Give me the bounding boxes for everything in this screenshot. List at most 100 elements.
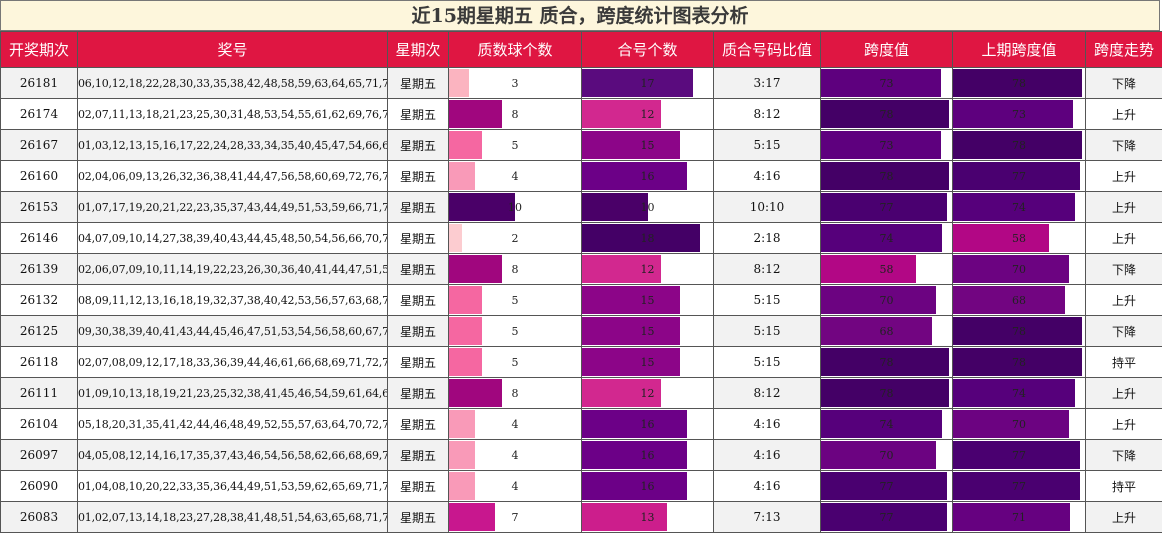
header-prev-span: 上期跨度值	[953, 32, 1086, 68]
prime-count-cell-bar	[449, 441, 475, 469]
span-cell-value: 70	[880, 449, 894, 462]
prev-span-cell-value: 78	[1012, 77, 1026, 90]
prev-span-cell: 74	[953, 192, 1086, 223]
prime-count-cell: 10	[449, 192, 582, 223]
prime-count-cell-bar	[449, 162, 475, 190]
prime-count-cell-bar	[449, 503, 495, 531]
trend-cell: 下降	[1086, 440, 1162, 471]
trend-cell: 上升	[1086, 161, 1162, 192]
header-row: 开奖期次 奖号 星期次 质数球个数 合号个数 质合号码比值 跨度值 上期跨度值 …	[1, 32, 1162, 68]
span-cell: 73	[821, 68, 953, 99]
prime-count-cell-value: 5	[512, 139, 519, 152]
composite-count-cell-bar	[582, 131, 680, 159]
prev-span-cell: 77	[953, 440, 1086, 471]
trend-cell: 下降	[1086, 68, 1162, 99]
trend-cell: 持平	[1086, 347, 1162, 378]
ratio-cell: 8:12	[714, 99, 821, 130]
span-cell-value: 74	[880, 232, 894, 245]
span-cell-value: 73	[880, 77, 894, 90]
prev-span-cell: 74	[953, 378, 1086, 409]
composite-count-cell-value: 13	[641, 511, 655, 524]
issue-cell: 26160	[1, 161, 78, 192]
trend-cell: 下降	[1086, 254, 1162, 285]
prev-span-cell-value: 74	[1012, 201, 1026, 214]
issue-cell: 26153	[1, 192, 78, 223]
trend-cell: 持平	[1086, 471, 1162, 502]
span-cell-value: 78	[880, 170, 894, 183]
numbers-cell: 01,04,08,10,20,22,33,35,36,44,49,51,53,5…	[78, 471, 388, 502]
prime-count-cell-bar	[449, 472, 475, 500]
prev-span-cell-value: 74	[1012, 387, 1026, 400]
composite-count-cell-value: 15	[641, 294, 655, 307]
span-cell-value: 73	[880, 139, 894, 152]
prime-count-cell-value: 4	[512, 170, 519, 183]
span-cell: 77	[821, 502, 953, 533]
span-cell: 78	[821, 99, 953, 130]
prime-count-cell-value: 4	[512, 480, 519, 493]
prev-span-cell-value: 78	[1012, 139, 1026, 152]
header-weekday: 星期次	[388, 32, 449, 68]
prime-count-cell-bar	[449, 348, 482, 376]
weekday-cell: 星期五	[388, 378, 449, 409]
prev-span-cell: 73	[953, 99, 1086, 130]
weekday-cell: 星期五	[388, 316, 449, 347]
numbers-cell: 01,02,07,13,14,18,23,27,28,38,41,48,51,5…	[78, 502, 388, 533]
prime-count-cell: 5	[449, 347, 582, 378]
weekday-cell: 星期五	[388, 440, 449, 471]
prev-span-cell: 77	[953, 471, 1086, 502]
composite-count-cell: 16	[582, 409, 714, 440]
composite-count-cell-value: 15	[641, 325, 655, 338]
composite-count-cell: 15	[582, 130, 714, 161]
trend-cell: 上升	[1086, 192, 1162, 223]
prime-count-cell-value: 4	[512, 418, 519, 431]
ratio-cell: 7:13	[714, 502, 821, 533]
composite-count-cell-bar	[582, 441, 687, 469]
prev-span-cell-value: 77	[1012, 480, 1026, 493]
prev-span-cell: 78	[953, 316, 1086, 347]
prime-count-cell-bar	[449, 69, 469, 97]
numbers-cell: 02,04,06,09,13,26,32,36,38,41,44,47,56,5…	[78, 161, 388, 192]
prime-count-cell-value: 4	[512, 449, 519, 462]
ratio-cell: 4:16	[714, 161, 821, 192]
issue-cell: 26132	[1, 285, 78, 316]
span-cell: 74	[821, 223, 953, 254]
ratio-cell: 5:15	[714, 130, 821, 161]
numbers-cell: 05,18,20,31,35,41,42,44,46,48,49,52,55,5…	[78, 409, 388, 440]
prime-count-cell-value: 3	[512, 77, 519, 90]
prime-count-cell-value: 10	[508, 201, 522, 214]
prev-span-cell: 78	[953, 68, 1086, 99]
span-cell: 58	[821, 254, 953, 285]
issue-cell: 26125	[1, 316, 78, 347]
trend-cell: 下降	[1086, 130, 1162, 161]
prime-count-cell-bar	[449, 286, 482, 314]
span-cell: 78	[821, 347, 953, 378]
prime-count-cell-bar	[449, 379, 502, 407]
composite-count-cell-bar	[582, 193, 648, 221]
composite-count-cell-bar	[582, 472, 687, 500]
composite-count-cell: 17	[582, 68, 714, 99]
trend-cell: 上升	[1086, 99, 1162, 130]
weekday-cell: 星期五	[388, 254, 449, 285]
trend-cell: 上升	[1086, 223, 1162, 254]
issue-cell: 26083	[1, 502, 78, 533]
prev-span-cell: 78	[953, 347, 1086, 378]
prime-count-cell: 4	[449, 440, 582, 471]
numbers-cell: 08,09,11,12,13,16,18,19,32,37,38,40,42,5…	[78, 285, 388, 316]
prev-span-cell-value: 78	[1012, 356, 1026, 369]
span-cell: 68	[821, 316, 953, 347]
span-cell: 74	[821, 409, 953, 440]
prev-span-cell: 70	[953, 409, 1086, 440]
trend-cell: 上升	[1086, 502, 1162, 533]
header-numbers: 奖号	[78, 32, 388, 68]
numbers-cell: 09,30,38,39,40,41,43,44,45,46,47,51,53,5…	[78, 316, 388, 347]
span-cell: 77	[821, 471, 953, 502]
prev-span-cell-value: 71	[1012, 511, 1026, 524]
prime-count-cell-value: 2	[512, 232, 519, 245]
header-issue: 开奖期次	[1, 32, 78, 68]
prime-count-cell-value: 5	[512, 356, 519, 369]
